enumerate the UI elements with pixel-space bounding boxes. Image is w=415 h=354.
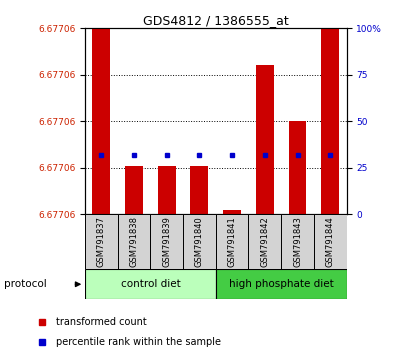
Text: high phosphate diet: high phosphate diet [229,279,334,289]
Bar [249,214,281,269]
Text: control diet: control diet [121,279,180,289]
Bar [281,214,314,269]
Bar [93,28,110,214]
Text: GSM791839: GSM791839 [162,216,171,267]
Bar [125,166,143,214]
Text: transformed count: transformed count [56,317,147,327]
Bar [314,214,347,269]
Text: GSM791843: GSM791843 [293,216,302,267]
Bar [223,211,241,214]
Text: GSM791844: GSM791844 [326,216,334,267]
Bar [256,65,274,214]
Bar [216,269,347,299]
Bar [150,214,183,269]
Bar [190,166,208,214]
Text: GSM791838: GSM791838 [129,216,139,267]
Bar [216,214,249,269]
Bar [85,214,118,269]
Text: GSM791837: GSM791837 [97,216,106,267]
Text: GSM791840: GSM791840 [195,216,204,267]
Bar [321,28,339,214]
Bar [118,214,150,269]
Bar [288,121,307,214]
Text: GSM791841: GSM791841 [228,216,237,267]
Title: GDS4812 / 1386555_at: GDS4812 / 1386555_at [143,14,289,27]
Bar [183,214,216,269]
Text: protocol: protocol [4,279,47,289]
Text: percentile rank within the sample: percentile rank within the sample [56,337,221,348]
Bar [85,269,216,299]
Text: GSM791842: GSM791842 [260,216,269,267]
Bar [158,166,176,214]
